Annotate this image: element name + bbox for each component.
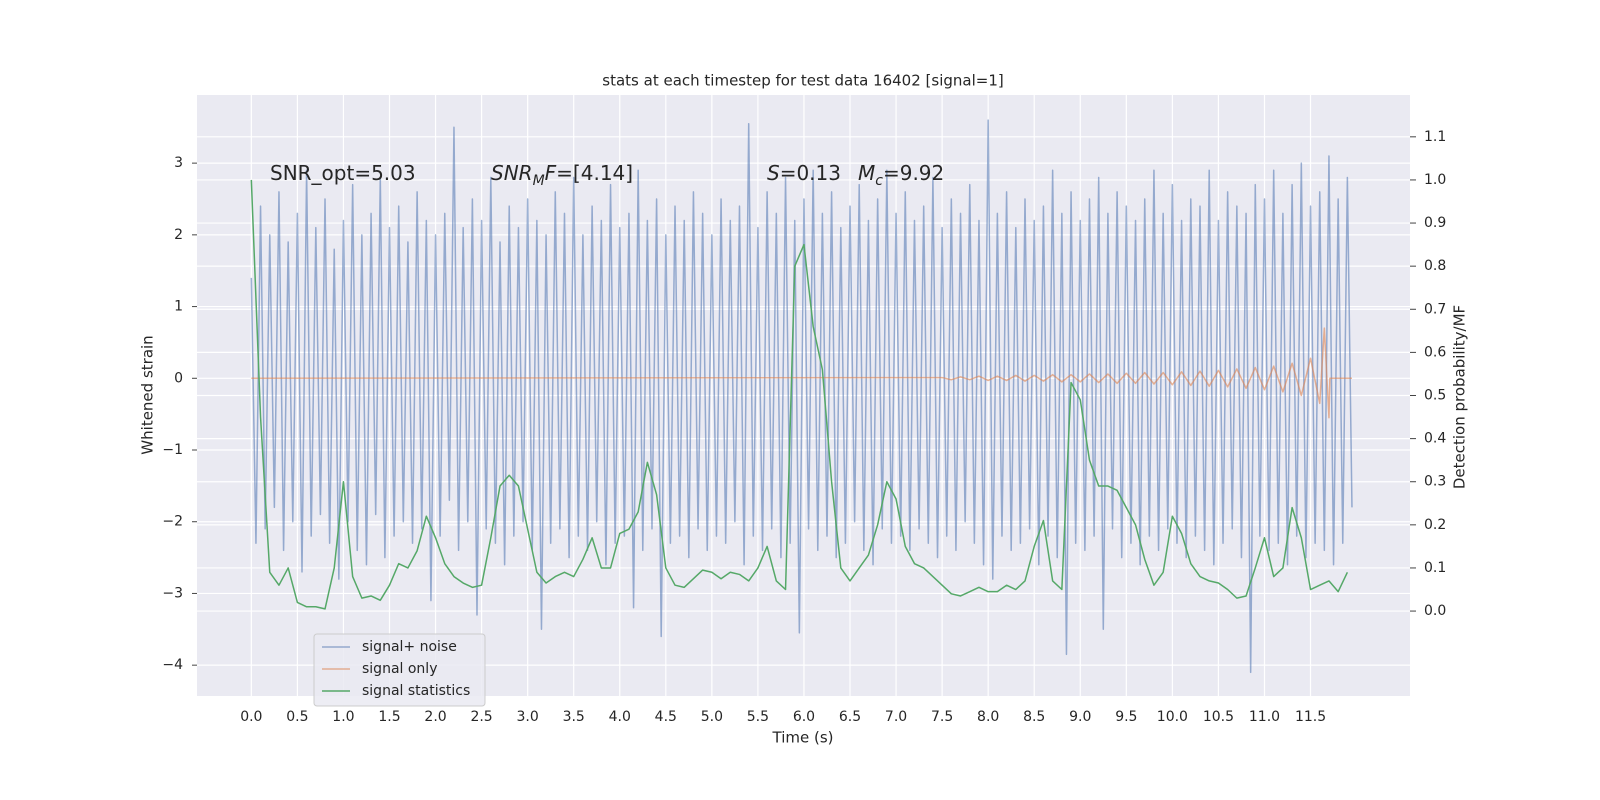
x-tick-label: 2.5 — [470, 709, 492, 725]
series-line — [250, 119, 1353, 674]
x-tick-label: 0.5 — [286, 709, 308, 725]
annotation: Mc=9.92 — [858, 161, 944, 189]
annotation-part: M — [533, 173, 545, 189]
series-line — [250, 179, 1349, 610]
x-tick-label: 11.0 — [1249, 709, 1280, 725]
x-tick-label: 6.5 — [839, 709, 861, 725]
x-tick-label: 2.0 — [424, 709, 446, 725]
annotation: SNRMF=[4.14] — [491, 161, 633, 189]
y-tick-label: −1 — [162, 442, 183, 458]
series-line — [251, 327, 1352, 419]
annotation-part: SNR_opt=5.03 — [270, 161, 416, 185]
annotation-part: =0.13 — [780, 161, 841, 185]
x-tick-label: 1.0 — [332, 709, 354, 725]
y2-tick-label: 0.3 — [1424, 474, 1446, 490]
y2-tick-label: 0.0 — [1424, 603, 1446, 619]
y-tick-label: −3 — [162, 585, 183, 601]
y2-tick-label: 0.1 — [1424, 560, 1446, 576]
y-tick-label: 2 — [174, 227, 183, 243]
y2-tick-label: 0.6 — [1424, 344, 1446, 360]
annotation: SNR_opt=5.03 — [270, 161, 416, 185]
y-tick-label: −2 — [162, 514, 183, 530]
x-tick-label: 6.0 — [793, 709, 815, 725]
annotation-part: SNR — [491, 161, 533, 185]
y2-tick-label: 0.7 — [1424, 301, 1446, 317]
annotation: S=0.13 — [767, 161, 841, 185]
annotation-part: F — [545, 161, 557, 185]
x-tick-label: 7.0 — [885, 709, 907, 725]
x-tick-label: 0.0 — [240, 709, 262, 725]
x-tick-label: 8.0 — [977, 709, 999, 725]
x-tick-label: 10.5 — [1203, 709, 1234, 725]
legend-label: signal+ noise — [362, 639, 457, 655]
y2-tick-label: 0.8 — [1424, 258, 1446, 274]
x-tick-label: 9.0 — [1069, 709, 1091, 725]
x-tick-label: 3.0 — [517, 709, 539, 725]
y2-tick-label: 0.9 — [1424, 215, 1446, 231]
y-axis-label: Whitened strain — [139, 335, 157, 454]
y2-tick-label: 0.5 — [1424, 388, 1446, 404]
y2-tick-label: 0.2 — [1424, 517, 1446, 533]
legend-label: signal statistics — [362, 683, 470, 699]
legend-label: signal only — [362, 661, 437, 677]
y2-tick-label: 1.1 — [1424, 129, 1446, 145]
x-tick-label: 10.0 — [1157, 709, 1188, 725]
annotation-part: M — [858, 161, 875, 185]
x-tick-label: 5.0 — [701, 709, 723, 725]
x-tick-label: 11.5 — [1295, 709, 1326, 725]
x-tick-label: 4.5 — [655, 709, 677, 725]
x-tick-label: 5.5 — [747, 709, 769, 725]
legend-box — [313, 633, 486, 707]
y-tick-label: −4 — [162, 657, 183, 673]
x-axis-label: Time (s) — [772, 729, 834, 747]
y2-axis-label: Detection probability/MF — [1451, 305, 1469, 489]
x-tick-label: 8.5 — [1023, 709, 1045, 725]
x-tick-label: 7.5 — [931, 709, 953, 725]
x-tick-label: 1.5 — [378, 709, 400, 725]
x-tick-label: 3.5 — [563, 709, 585, 725]
y2-tick-label: 0.4 — [1424, 431, 1446, 447]
annotation-part: =9.92 — [883, 161, 944, 185]
chart-title: stats at each timestep for test data 164… — [602, 72, 1003, 90]
x-tick-label: 9.5 — [1115, 709, 1137, 725]
y2-tick-label: 1.0 — [1424, 172, 1446, 188]
y-tick-label: 1 — [174, 299, 183, 315]
x-tick-label: 4.0 — [609, 709, 631, 725]
annotation-part: =[4.14] — [556, 161, 633, 185]
annotation-part: c — [875, 173, 883, 189]
annotation-part: S — [767, 161, 780, 185]
y-tick-label: 0 — [174, 370, 183, 386]
y-tick-label: 3 — [174, 155, 183, 171]
